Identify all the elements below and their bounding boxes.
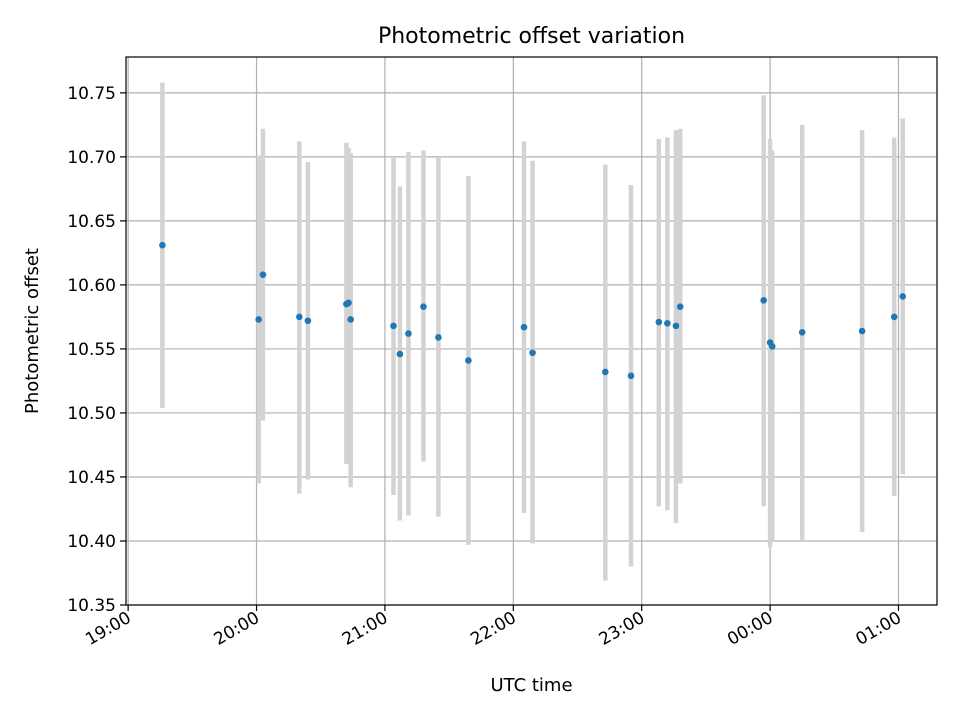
data-point	[890, 313, 898, 321]
data-point	[390, 322, 397, 330]
data-point	[405, 330, 412, 337]
data-point	[768, 343, 776, 350]
data-point	[760, 296, 767, 304]
data-point	[435, 334, 442, 341]
y-tick-label: 10.65	[67, 212, 116, 232]
data-point	[798, 328, 806, 336]
data-point	[296, 313, 303, 321]
y-axis-label: Photometric offset	[22, 248, 43, 414]
data-point	[655, 318, 663, 326]
data-points	[159, 241, 907, 380]
data-point	[347, 316, 354, 323]
y-tick-label: 10.35	[67, 596, 116, 616]
data-point	[396, 350, 404, 358]
plot-area-frame	[125, 56, 938, 606]
data-point	[420, 303, 427, 310]
y-tick-label: 10.55	[67, 340, 116, 360]
y-tick-label: 10.70	[67, 148, 116, 168]
data-point	[664, 320, 671, 327]
x-axis-label: UTC time	[490, 675, 572, 696]
y-tick-label: 10.60	[67, 276, 116, 296]
data-point	[345, 299, 352, 307]
y-tick-label: 10.50	[67, 404, 116, 424]
data-point	[529, 349, 536, 357]
data-point	[255, 316, 262, 323]
data-point	[259, 271, 267, 278]
data-point	[858, 327, 866, 335]
data-point	[676, 303, 684, 310]
data-point	[304, 317, 312, 325]
data-point	[672, 322, 680, 330]
data-point	[899, 293, 907, 300]
chart-title: Photometric offset variation	[378, 24, 685, 49]
data-point	[159, 241, 166, 249]
y-axis: 10.35 10.40 10.45 10.50 10.55 10.60 10.65 10.70…	[67, 84, 126, 616]
data-point	[520, 323, 528, 331]
data-point	[465, 357, 472, 364]
y-tick-label: 10.75	[67, 84, 116, 104]
data-point	[627, 372, 635, 380]
y-tick-label: 10.45	[67, 468, 116, 488]
y-tick-label: 10.40	[67, 532, 116, 552]
data-point	[602, 368, 609, 376]
